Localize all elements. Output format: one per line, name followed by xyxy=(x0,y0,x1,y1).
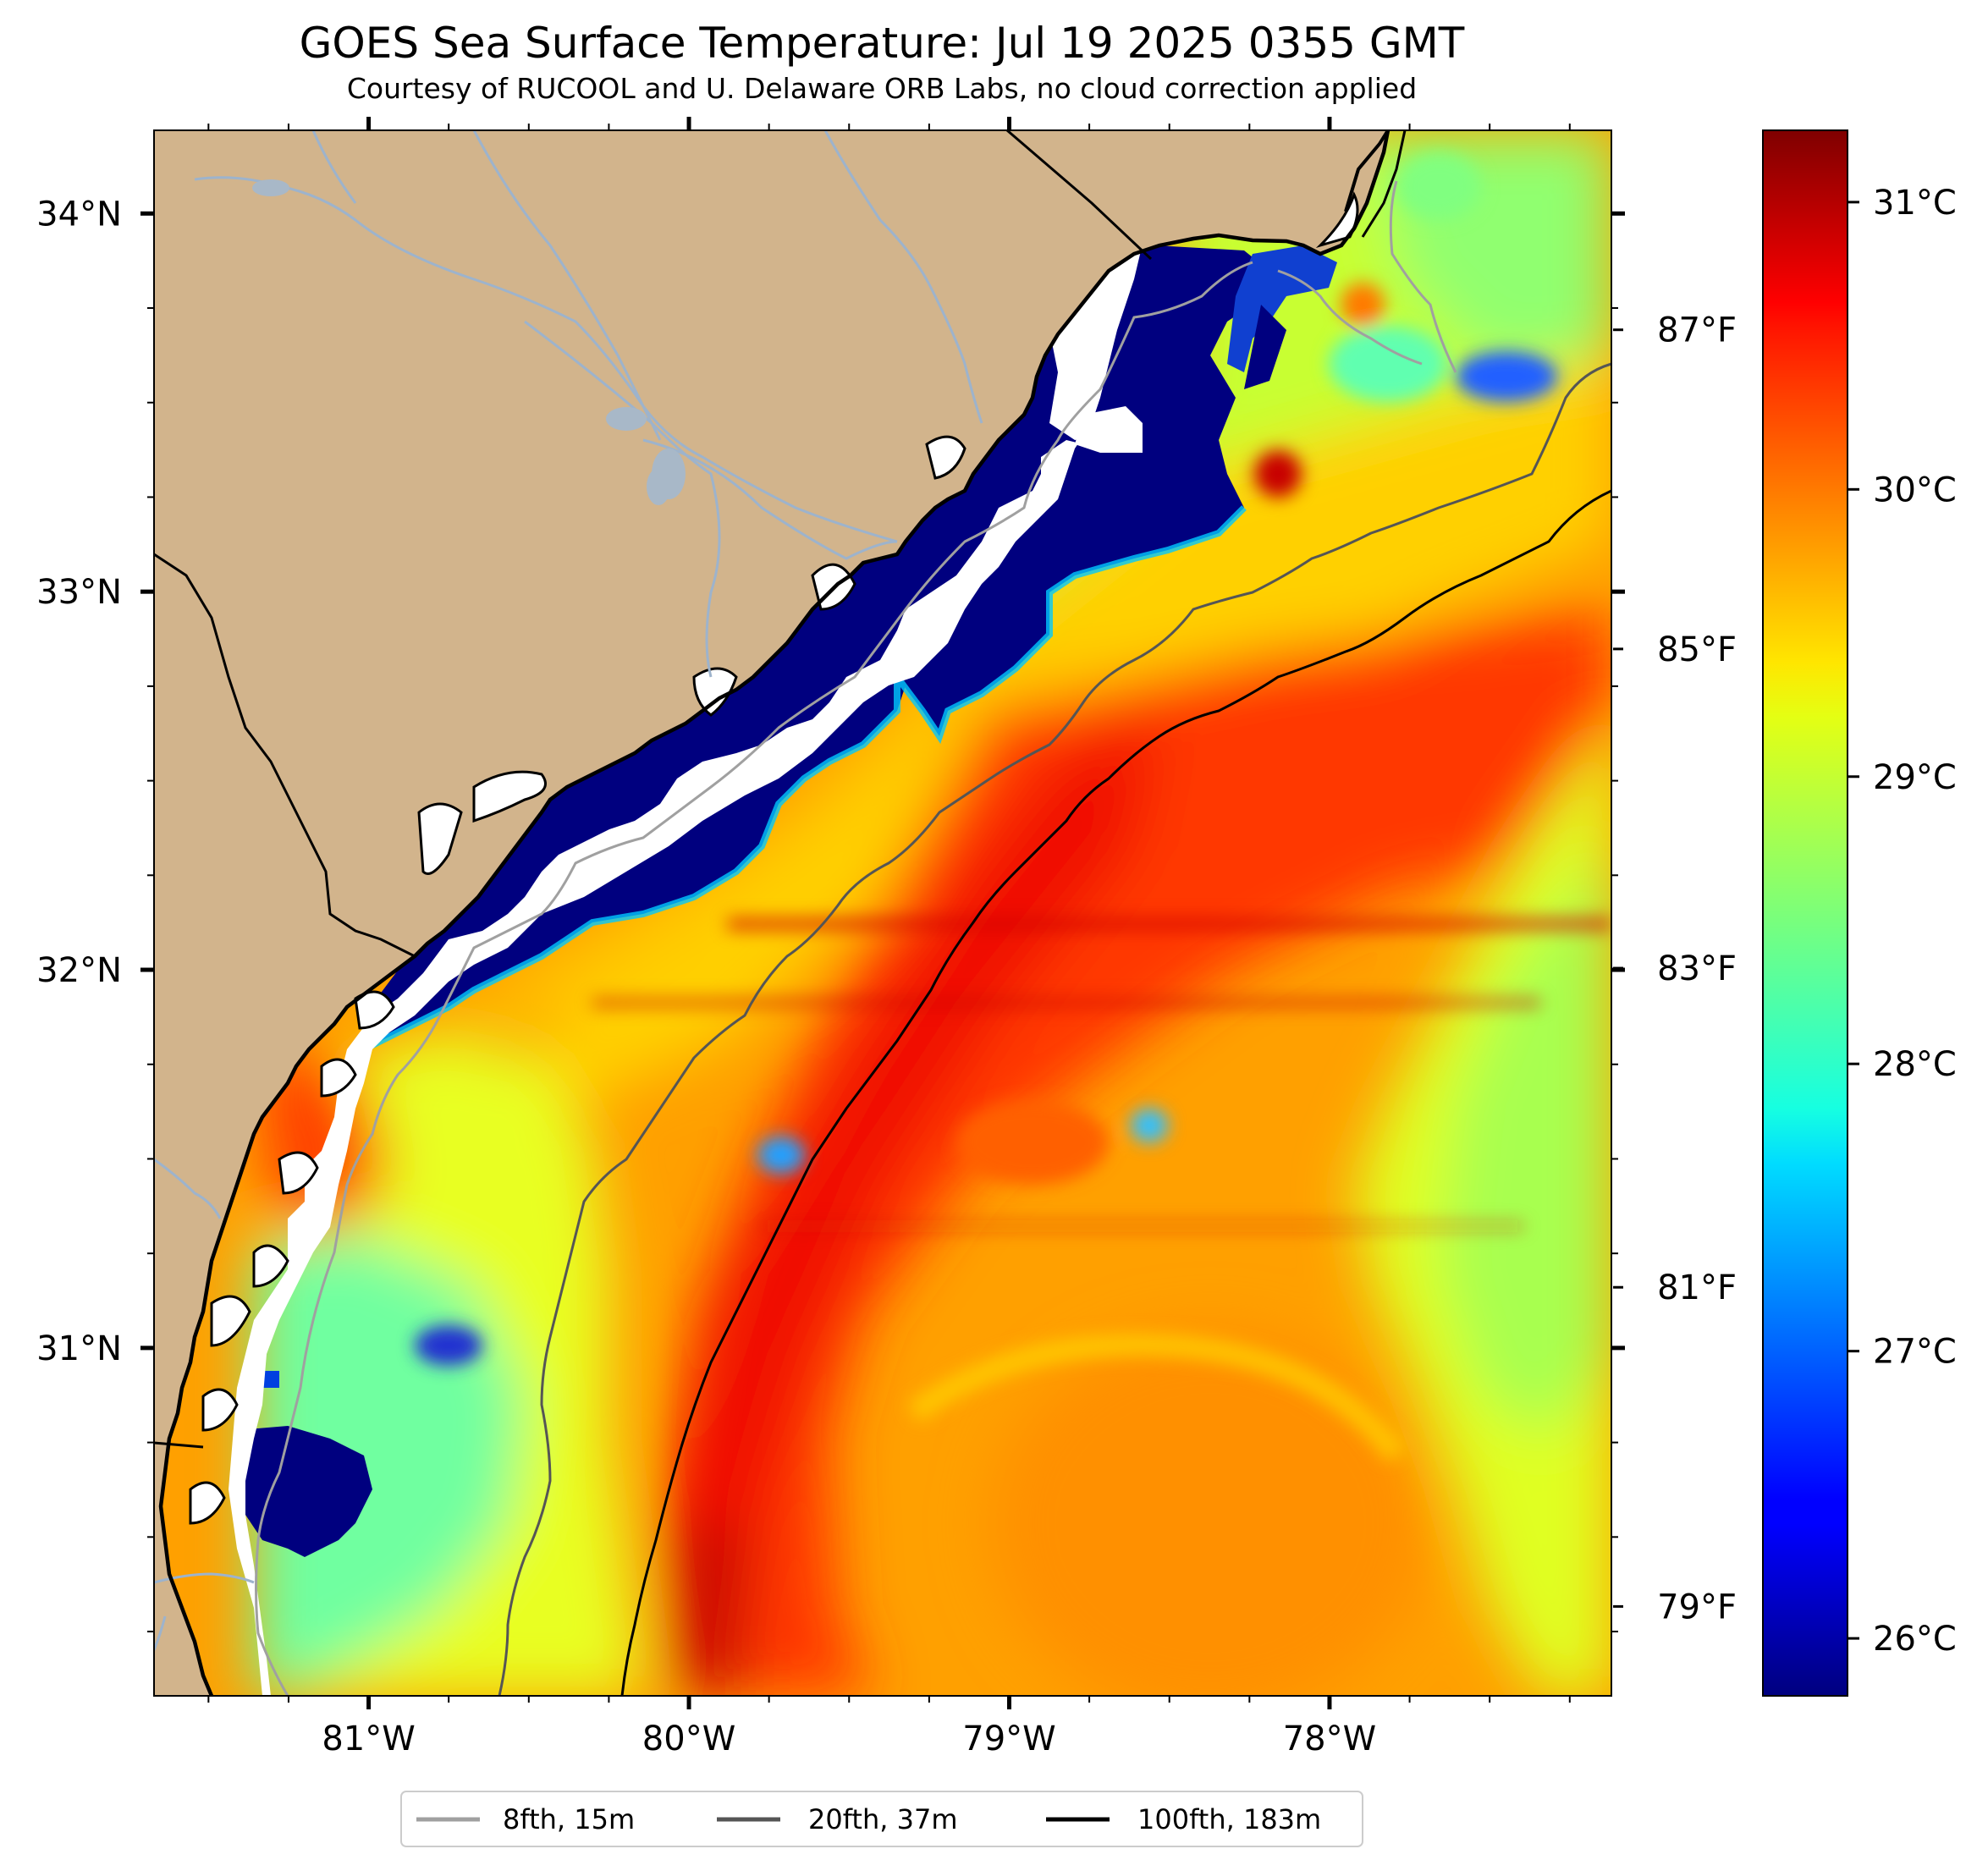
celsius-tick-label: 29°C xyxy=(1873,758,1957,797)
no-data-strip xyxy=(229,244,1155,1696)
fahrenheit-tick-label: 85°F xyxy=(1657,630,1737,669)
map-frame xyxy=(153,129,1612,1697)
isobath-100fth xyxy=(620,489,1611,1696)
legend-label-100fth: 100fth, 183m xyxy=(1137,1803,1321,1835)
map-subtitle: Courtesy of RUCOOL and U. Delaware ORB L… xyxy=(347,72,1417,105)
map-title: GOES Sea Surface Temperature: Jul 19 202… xyxy=(300,19,1465,68)
state-borders xyxy=(154,130,1153,1449)
cold-patch-ga xyxy=(237,1426,372,1557)
colorbar: 26°C 27°C 28°C 29°C 30°C 31°C 79°F 81°F 83°F 85°F… xyxy=(1613,129,1957,1697)
lon-tick-label: 80°W xyxy=(642,1720,735,1758)
legend-box xyxy=(400,1791,1363,1847)
lakes xyxy=(252,179,686,505)
cold-shelf-north xyxy=(1227,245,1337,372)
isobath-8fth xyxy=(255,180,1457,1696)
celsius-tick-label: 30°C xyxy=(1873,471,1957,509)
lat-tick-label: 33°N xyxy=(36,573,122,612)
cold-shelf-north-2 xyxy=(1244,305,1286,389)
colorbar-ticks: 26°C 27°C 28°C 29°C 30°C 31°C 79°F 81°F 83°F 85°F… xyxy=(1613,184,1957,1659)
fahrenheit-tick-label: 81°F xyxy=(1657,1268,1737,1307)
lat-tick-label: 31°N xyxy=(36,1329,122,1368)
lat-tick-label: 34°N xyxy=(36,195,122,234)
celsius-tick-label: 26°C xyxy=(1873,1620,1957,1659)
cold-shelf-fringe xyxy=(362,505,1247,1053)
celsius-tick-label: 27°C xyxy=(1873,1333,1957,1372)
celsius-tick-label: 28°C xyxy=(1873,1045,1957,1084)
celsius-tick-label: 31°C xyxy=(1873,184,1957,223)
lon-tick-label: 78°W xyxy=(1283,1720,1376,1758)
isobath-20fth xyxy=(498,362,1611,1696)
map-axes: 81°W 80°W 79°W 78°W 34°N 33°N 32°N 31°N xyxy=(36,117,1625,1758)
fahrenheit-tick-label: 83°F xyxy=(1657,949,1737,988)
sst-temperature-field xyxy=(254,130,1611,1696)
lon-tick-label: 79°W xyxy=(962,1720,1055,1758)
colorbar-gradient xyxy=(1762,129,1848,1697)
isobath-legend: 8fth, 15m 20fth, 37m 100fth, 183m xyxy=(400,1791,1363,1847)
lat-tick-label: 32°N xyxy=(36,951,122,990)
lon-tick-label: 81°W xyxy=(322,1720,415,1758)
fahrenheit-tick-label: 87°F xyxy=(1657,311,1737,350)
sst-map xyxy=(154,130,1611,1696)
sst-fine-features xyxy=(415,152,1611,1462)
legend-label-8fth: 8fth, 15m xyxy=(503,1803,635,1835)
no-data-patch xyxy=(1075,406,1143,453)
rivers xyxy=(154,130,983,1651)
coastline xyxy=(158,130,1390,1696)
land xyxy=(154,130,1388,1696)
fahrenheit-tick-label: 79°F xyxy=(1657,1588,1737,1626)
legend-label-20fth: 20fth, 37m xyxy=(808,1803,957,1835)
